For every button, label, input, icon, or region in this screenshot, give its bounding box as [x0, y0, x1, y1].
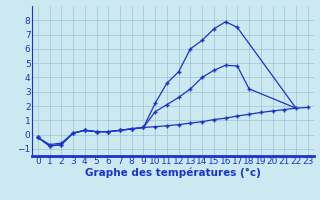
X-axis label: Graphe des températures (°c): Graphe des températures (°c)	[85, 168, 261, 178]
